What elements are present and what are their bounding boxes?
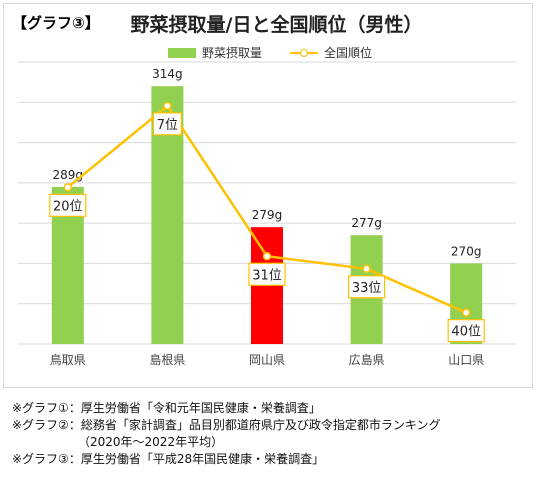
bar-value-label: 279g [252, 208, 283, 222]
rank-label: 7位 [157, 118, 178, 133]
rank-label-box [248, 262, 286, 286]
note-line: ※グラフ③：厚生労働省「平成28年国民健康・栄養調査」 [12, 452, 325, 466]
rank-label-box [49, 193, 87, 217]
rank-label-box [152, 112, 182, 136]
bar-value-label: 277g [351, 216, 382, 230]
note-line: ※グラフ①：厚生労働省「令和元年国民健康・栄養調査」 [12, 401, 321, 415]
chart-tag: 【グラフ③】 [12, 14, 100, 32]
note-line: （2020年～2022年平均） [12, 435, 224, 449]
chart-legend: 野菜摂取量 全国順位 [168, 44, 372, 61]
rank-point [362, 264, 371, 274]
x-tick-label: 岡山県 [249, 353, 285, 367]
rank-label: 31位 [252, 268, 282, 283]
bar-value-label: 289g [53, 168, 84, 182]
bar-value-label: 314g [152, 67, 183, 81]
chart-title: 野菜摂取量/日と全国順位（男性） [130, 14, 423, 36]
bar-value-label: 270g [451, 244, 482, 258]
legend-bar-label: 野菜摂取量 [202, 46, 263, 60]
note-line: ※グラフ②：総務省「家計調査」品目別都道府県庁及び政令指定都市ランキング [12, 418, 441, 432]
x-tick-label: 島根県 [149, 352, 185, 367]
x-tick-label: 広島県 [349, 352, 385, 367]
rank-point [163, 101, 172, 111]
rank-label-box [348, 275, 386, 299]
rank-label: 20位 [53, 199, 83, 214]
rank-point [63, 183, 73, 192]
legend-line-swatch [290, 48, 319, 58]
rank-point [262, 252, 272, 261]
rank-label-box [447, 319, 485, 343]
rank-point [461, 308, 471, 317]
chart-plot: 289g 314g 279g 277g 270g 鳥取県 島根県 岡山県 広島県 山口県 20位 7位… [18, 61, 516, 367]
chart-frame [3, 3, 533, 388]
rank-label: 40位 [451, 325, 481, 340]
legend-bar-swatch [168, 47, 196, 58]
rank-label: 33位 [352, 281, 382, 296]
legend-line-label: 全国順位 [324, 46, 373, 60]
x-tick-label: 山口県 [448, 353, 484, 367]
source-notes: ※グラフ①：厚生労働省「令和元年国民健康・栄養調査」 ※グラフ②：総務省「家計調… [12, 400, 440, 468]
x-tick-label: 鳥取県 [50, 352, 86, 367]
